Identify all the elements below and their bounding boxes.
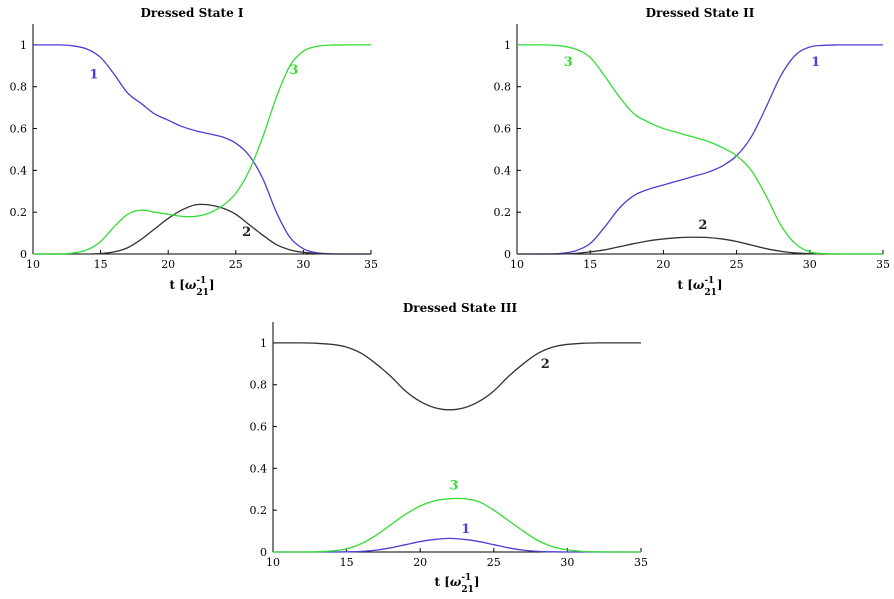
panel-3-y-tick-label: 0.4 <box>250 462 268 475</box>
panel-1-y-tick-label: 0.4 <box>10 164 28 177</box>
panel-2-y-tick-label: 1 <box>504 39 511 52</box>
panel-3-plot-area: 10 15 20 25 30 35 0 0.2 0.4 0.6 0.8 1 2 3 1 <box>250 322 648 569</box>
panel-3-curve-label-2: 2 <box>541 357 550 372</box>
panel-2-series-3-line <box>517 44 883 255</box>
panel-1-series-3-line <box>33 44 371 255</box>
panel-2-y-tick-label: 0 <box>504 248 511 261</box>
panel-2-plot-area: 10 15 20 25 30 35 0 0.2 0.4 0.6 0.8 1 3 2 1 <box>494 24 890 271</box>
panel-1-y-tick-label: 1 <box>20 39 27 52</box>
panel-3-series-2-line <box>272 342 641 411</box>
panel-3-y-tick-label: 1 <box>260 337 267 350</box>
panel-1-title: Dressed State I <box>140 6 243 20</box>
panel-2-x-axis-label: t [ω-1 21] <box>677 276 722 298</box>
panel-2-x-tick-label: 35 <box>876 258 890 271</box>
panel-2-curve-label-3: 3 <box>564 55 573 70</box>
panel-2-x-tick-label: 15 <box>583 258 597 271</box>
panel-1-y-tick-label: 0.2 <box>10 206 28 219</box>
panel-1-x-axis-label: t [ω-1 21] <box>169 276 214 298</box>
panel-dressed-state-2: Dressed State II 10 15 20 25 30 35 0 0.2 0.4 0.6 0… <box>494 6 891 298</box>
panel-2-x-tick-label: 10 <box>510 258 524 271</box>
panel-3-curve-label-3: 3 <box>450 478 459 493</box>
panel-3-x-tick-label: 30 <box>560 556 574 569</box>
panel-3-y-tick-label: 0.8 <box>250 379 268 392</box>
panel-1-y-tick-label: 0.6 <box>10 123 28 136</box>
panel-3-x-tick-label: 20 <box>413 556 427 569</box>
panel-1-x-tick-label: 25 <box>229 258 243 271</box>
panel-3-y-tick-label: 0.6 <box>250 421 268 434</box>
panel-dressed-state-3: Dressed State III 10 15 20 25 30 35 0 0.2 0.4 0.6… <box>250 301 649 595</box>
panel-1-curve-label-3: 3 <box>289 63 298 78</box>
panel-2-title: Dressed State II <box>646 6 755 20</box>
panel-1-x-tick-label: 10 <box>26 258 40 271</box>
panel-1-x-tick-label: 20 <box>161 258 175 271</box>
panel-1-x-tick-label: 35 <box>364 258 378 271</box>
panel-1-x-tick-label: 15 <box>94 258 108 271</box>
panel-1-plot-area: 10 15 20 25 30 35 0 0.2 0.4 0.6 0.8 1 1 2 3 <box>10 24 378 271</box>
panel-3-x-tick-label: 10 <box>266 556 280 569</box>
panel-3-title: Dressed State III <box>403 301 518 315</box>
panel-3-x-tick-label: 15 <box>340 556 354 569</box>
panel-2-x-tick-label: 25 <box>730 258 744 271</box>
panel-1-curve-label-1: 1 <box>89 67 98 82</box>
panel-3-x-axis-label: t [ω-1 21] <box>434 573 479 595</box>
panel-3-series-1-line <box>273 537 641 553</box>
panel-1-curve-label-2: 2 <box>242 225 251 240</box>
panel-3-series-3-line <box>273 497 641 553</box>
panel-2-x-tick-label: 30 <box>803 258 817 271</box>
panel-2-y-tick-label: 0.8 <box>494 81 512 94</box>
panel-2-y-tick-label: 0.2 <box>494 206 512 219</box>
panel-3-x-tick-label: 25 <box>487 556 501 569</box>
panel-3-y-tick-label: 0.2 <box>250 504 268 517</box>
panel-2-x-tick-label: 20 <box>656 258 670 271</box>
panel-2-series-1-line <box>517 44 883 255</box>
panel-2-y-tick-label: 0.4 <box>494 164 512 177</box>
panel-1-y-tick-label: 0.8 <box>10 81 28 94</box>
panel-1-series-1-line <box>33 44 371 255</box>
panel-1-series-2-line <box>33 203 371 255</box>
panel-1-y-tick-label: 0 <box>20 248 27 261</box>
panel-2-curve-label-1: 1 <box>811 55 820 70</box>
panel-3-y-tick-label: 0 <box>260 546 267 559</box>
panel-1-x-tick-label: 30 <box>296 258 310 271</box>
panel-2-y-tick-label: 0.6 <box>494 123 512 136</box>
panel-dressed-state-1: Dressed State I 10 15 20 25 30 35 0 0.2 0.4 0.6 0.… <box>10 6 379 298</box>
panel-3-curve-label-1: 1 <box>461 522 470 537</box>
panel-3-x-tick-label: 35 <box>634 556 648 569</box>
panel-2-curve-label-2: 2 <box>698 218 707 233</box>
